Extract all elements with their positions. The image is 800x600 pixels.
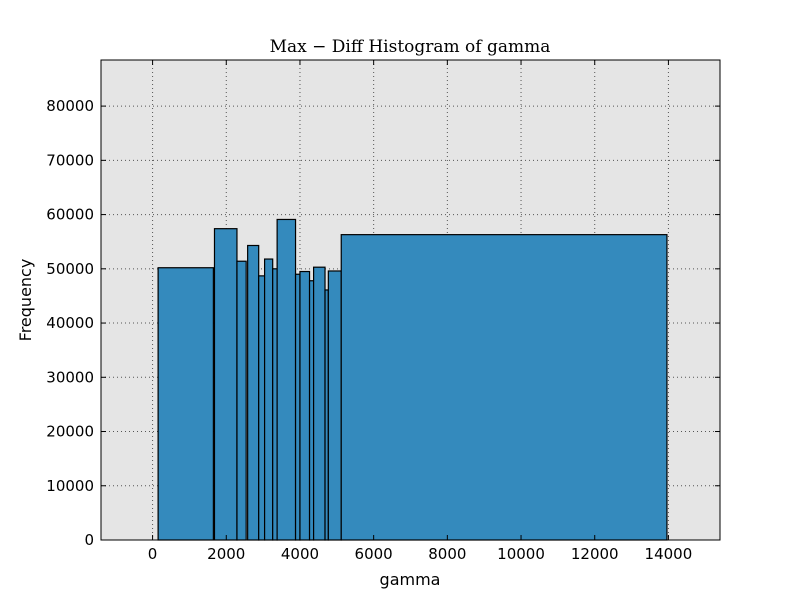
histogram-bar [236, 260, 247, 541]
histogram-bar [247, 244, 260, 541]
y-tick-label: 10000 [46, 477, 94, 495]
histogram-bar [263, 258, 274, 541]
y-tick-label: 70000 [46, 151, 94, 169]
axis-ticks: 0 2000 4000 6000 8000 10000 12000 14000 0 10000 20… [46, 60, 720, 563]
plot-frame [100, 59, 721, 541]
x-tick-label: 12000 [571, 545, 619, 563]
histogram-bar [258, 275, 266, 541]
y-tick-label: 40000 [46, 314, 94, 332]
histogram-bar [213, 228, 238, 541]
x-tick-label: 6000 [355, 545, 393, 563]
histogram-bar [308, 280, 315, 541]
histogram-bar [272, 268, 278, 541]
histogram-bar [157, 267, 214, 541]
y-axis-label: Frequency [16, 259, 35, 342]
histogram-bar [327, 270, 342, 541]
x-axis-label: gamma [380, 570, 441, 589]
x-tick-label: 14000 [645, 545, 693, 563]
histogram-bars [157, 218, 668, 541]
y-tick-label: 50000 [46, 260, 94, 278]
y-tick-label: 80000 [46, 97, 94, 115]
chart-title: Max − Diff Histogram of gamma [270, 37, 551, 57]
x-tick-label: 4000 [281, 545, 319, 563]
x-tick-label: 2000 [207, 545, 245, 563]
histogram-bar [299, 270, 311, 541]
x-tick-label: 0 [148, 545, 158, 563]
x-tick-label: 8000 [428, 545, 466, 563]
y-tick-label: 60000 [46, 206, 94, 224]
y-tick-label: 30000 [46, 368, 94, 386]
histogram-bar [276, 218, 297, 541]
y-tick-label: 20000 [46, 423, 94, 441]
histogram-bar [312, 266, 326, 541]
histogram-bar [340, 234, 668, 541]
y-tick-label: 0 [84, 531, 94, 549]
x-tick-label: 10000 [497, 545, 545, 563]
histogram-bar [294, 273, 301, 541]
